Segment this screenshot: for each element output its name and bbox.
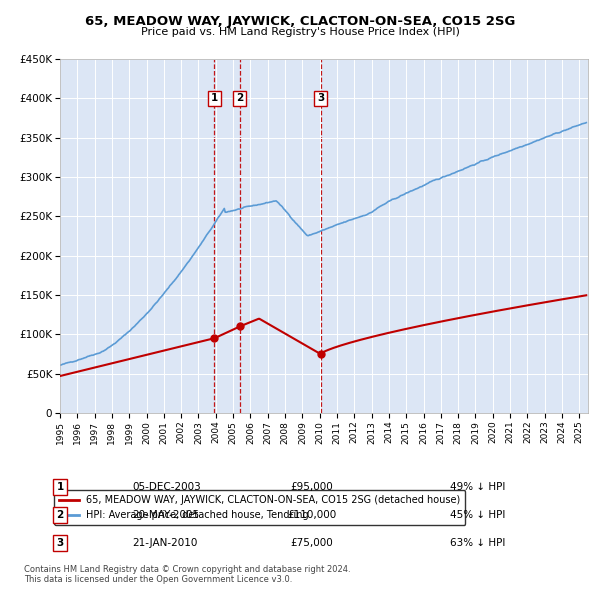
Text: 45% ↓ HPI: 45% ↓ HPI xyxy=(450,510,505,520)
Text: 20-MAY-2005: 20-MAY-2005 xyxy=(132,510,199,520)
Text: £95,000: £95,000 xyxy=(290,482,334,491)
Text: 05-DEC-2003: 05-DEC-2003 xyxy=(132,482,201,491)
Text: 1: 1 xyxy=(56,482,64,491)
Text: 65, MEADOW WAY, JAYWICK, CLACTON-ON-SEA, CO15 2SG: 65, MEADOW WAY, JAYWICK, CLACTON-ON-SEA,… xyxy=(85,15,515,28)
Text: £75,000: £75,000 xyxy=(290,539,334,548)
Text: 21-JAN-2010: 21-JAN-2010 xyxy=(132,539,197,548)
Text: 49% ↓ HPI: 49% ↓ HPI xyxy=(450,482,505,491)
Text: 3: 3 xyxy=(56,539,64,548)
Text: £110,000: £110,000 xyxy=(287,510,337,520)
Text: 3: 3 xyxy=(317,93,324,103)
Legend: 65, MEADOW WAY, JAYWICK, CLACTON-ON-SEA, CO15 2SG (detached house), HPI: Average: 65, MEADOW WAY, JAYWICK, CLACTON-ON-SEA,… xyxy=(55,490,466,525)
Text: 2: 2 xyxy=(236,93,244,103)
Text: 1: 1 xyxy=(211,93,218,103)
Text: 63% ↓ HPI: 63% ↓ HPI xyxy=(450,539,505,548)
Text: Contains HM Land Registry data © Crown copyright and database right 2024.
This d: Contains HM Land Registry data © Crown c… xyxy=(24,565,350,584)
Text: 2: 2 xyxy=(56,510,64,520)
Text: Price paid vs. HM Land Registry's House Price Index (HPI): Price paid vs. HM Land Registry's House … xyxy=(140,27,460,37)
